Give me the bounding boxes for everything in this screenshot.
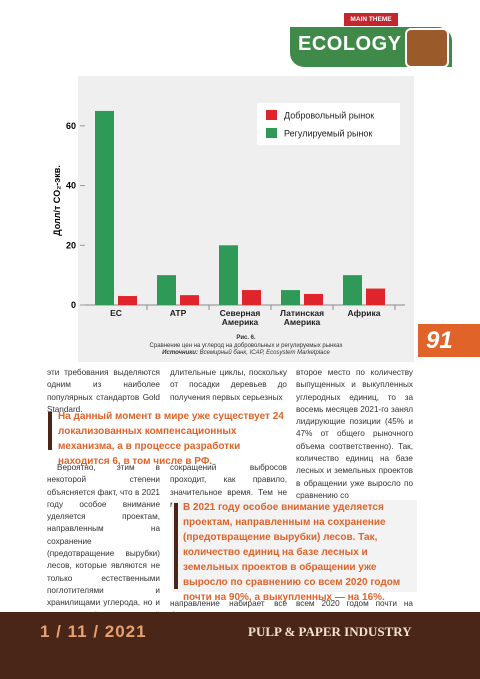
y-axis-label: Долл/т CO₂-экв. xyxy=(52,165,62,236)
footer xyxy=(0,612,480,679)
icon xyxy=(405,28,449,68)
quote-bar xyxy=(48,412,52,450)
bar xyxy=(281,290,300,305)
issue: 1 / 11 / 2021 xyxy=(40,622,147,641)
body-text: второе место по количеству выпущенных и … xyxy=(296,368,413,500)
figure-label: Рис. 6. xyxy=(236,335,256,341)
section-tag: MAIN THEME xyxy=(344,13,398,26)
quote-bar xyxy=(174,503,178,589)
y-tick-label: 20 xyxy=(66,240,76,250)
caption-text: Сравнение цен на углерод на добровольных… xyxy=(149,342,343,349)
bar xyxy=(95,110,114,305)
source-label: Источники: xyxy=(162,350,198,356)
page-number: 91 xyxy=(418,324,480,357)
y-tick-label: 40 xyxy=(66,181,76,191)
magazine-name: PULP & PAPER INDUSTRY xyxy=(248,624,412,639)
bar xyxy=(118,296,137,305)
legend-swatch xyxy=(266,128,277,138)
body-text: длительные циклы, поскольку от посадки д… xyxy=(170,368,287,402)
y-tick-label: 0 xyxy=(71,300,76,310)
x-tick-label: ЕС xyxy=(110,308,122,318)
bar xyxy=(343,275,362,305)
section-title: ECOLOGY xyxy=(298,33,402,55)
x-tick-label: Латинская Америка xyxy=(279,308,325,327)
legend-box xyxy=(257,103,400,145)
x-tick-label: АТР xyxy=(169,308,187,318)
y-tick-label: 60 xyxy=(66,121,76,131)
bar xyxy=(366,288,385,305)
legend-label: Регулируемый рынок xyxy=(284,129,372,139)
legend-swatch xyxy=(266,110,277,120)
source-text: Всемирный банк, ICAP, Ecosystem Marketpl… xyxy=(199,350,330,356)
bar xyxy=(219,245,238,305)
bar xyxy=(180,295,199,305)
x-tick-label: Северная Америка xyxy=(219,308,261,327)
pull-quote: На данный момент в мире уже существует 2… xyxy=(58,411,284,467)
bar xyxy=(157,275,176,305)
chart: 0 20 40 60 Долл/т CO₂-экв. Добровольный рынок… xyxy=(52,103,405,310)
x-tick-label: Африка xyxy=(347,308,381,318)
quote-box xyxy=(172,500,417,592)
pull-quote: В 2021 году особое внимание уделяется пр… xyxy=(183,502,401,603)
bar xyxy=(304,293,323,305)
figure-caption: Рис. 6. Сравнение цен на углерод на добр… xyxy=(78,335,414,358)
body-text: эти требования выделяются одним из наибо… xyxy=(47,368,160,414)
legend-label: Добровольный рынок xyxy=(284,111,374,121)
bar xyxy=(242,290,261,305)
